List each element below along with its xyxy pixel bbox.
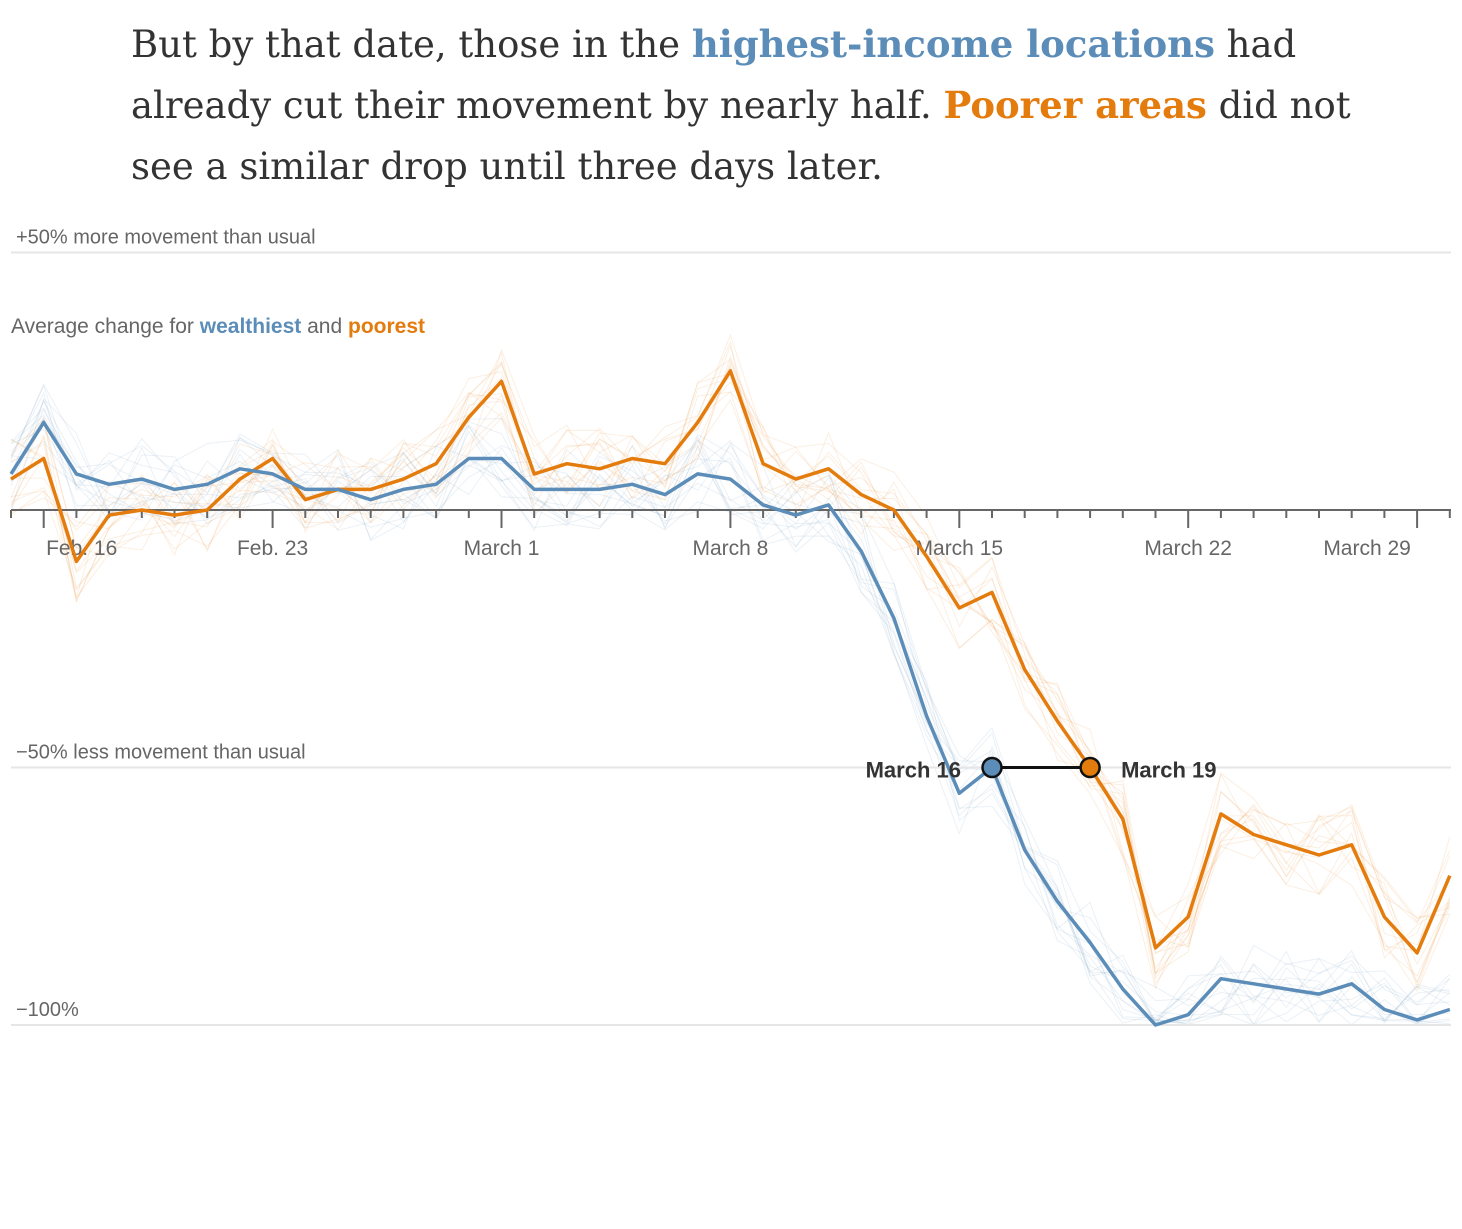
background-line: [10, 383, 1451, 1025]
gridline-label: −100%: [16, 999, 79, 1021]
gridline-label: −50% less movement than usual: [16, 742, 306, 764]
annotation-label: March 16: [866, 758, 961, 783]
x-tick-label: March 29: [1323, 537, 1411, 560]
zero-axis: Feb. 16 Feb. 23 March 1 March 8 March 15 Marc…: [10, 509, 1451, 560]
background-line: [10, 392, 1450, 1020]
series-lines: [9, 369, 1452, 1027]
background-location-lines: [10, 333, 1451, 1026]
series-line-wealthiest: [9, 420, 1451, 1027]
legend-wealthiest: wealthiest: [199, 315, 302, 338]
gridline-label: +50% more movement than usual: [16, 227, 316, 249]
x-tick-label: March 22: [1144, 537, 1232, 560]
movement-chart: +50% more movement than usual −50% less m…: [9, 227, 1452, 1027]
narrative-part2: had already cut their movement by nearly…: [131, 23, 1297, 127]
annotation-marker-wealthiest: [981, 756, 1003, 779]
reference-lines: +50% more movement than usual −50% less m…: [11, 227, 1451, 1026]
narrative-part3: did not see a similar drop until three d…: [131, 84, 1351, 188]
background-line: [10, 419, 1450, 1026]
x-tick-label: March 15: [916, 537, 1004, 560]
background-line: [10, 390, 1451, 948]
background-line: [10, 414, 1450, 1026]
background-line: [10, 399, 1450, 1023]
background-line: [10, 360, 1451, 993]
legend-poorest: poorest: [348, 315, 425, 338]
background-line: [10, 407, 1450, 1022]
background-line: [10, 340, 1451, 952]
x-tick-label: March 1: [464, 537, 540, 560]
background-line: [10, 391, 1451, 984]
legend: Average change for wealthiest and poores…: [11, 315, 425, 338]
background-line: [10, 355, 1451, 955]
narrative-part1: But by that date, those in the: [131, 23, 692, 66]
highlight-highest-income: highest-income locations: [691, 22, 1215, 66]
highlight-poorer-areas: Poorer areas: [943, 83, 1207, 127]
background-line: [10, 416, 1450, 1024]
narrative-text: But by that date, those in the highest-i…: [131, 14, 1351, 197]
background-line: [10, 358, 1451, 946]
annotation-marker-poorest: [1079, 756, 1101, 779]
x-tick-label: March 8: [692, 537, 768, 560]
x-tick-label: Feb. 16: [46, 537, 117, 560]
background-line: [10, 383, 1450, 1021]
legend-middle: and: [301, 315, 348, 338]
legend-prefix: Average change for: [11, 315, 200, 338]
background-line: [10, 344, 1451, 977]
annotations: March 16 March 19: [866, 756, 1216, 783]
annotation-label: March 19: [1121, 758, 1216, 783]
background-line: [10, 366, 1450, 954]
background-line: [11, 381, 1451, 985]
background-line: [10, 333, 1451, 991]
background-line: [10, 424, 1451, 1026]
background-line: [10, 377, 1451, 980]
x-tick-label: Feb. 23: [237, 537, 308, 560]
